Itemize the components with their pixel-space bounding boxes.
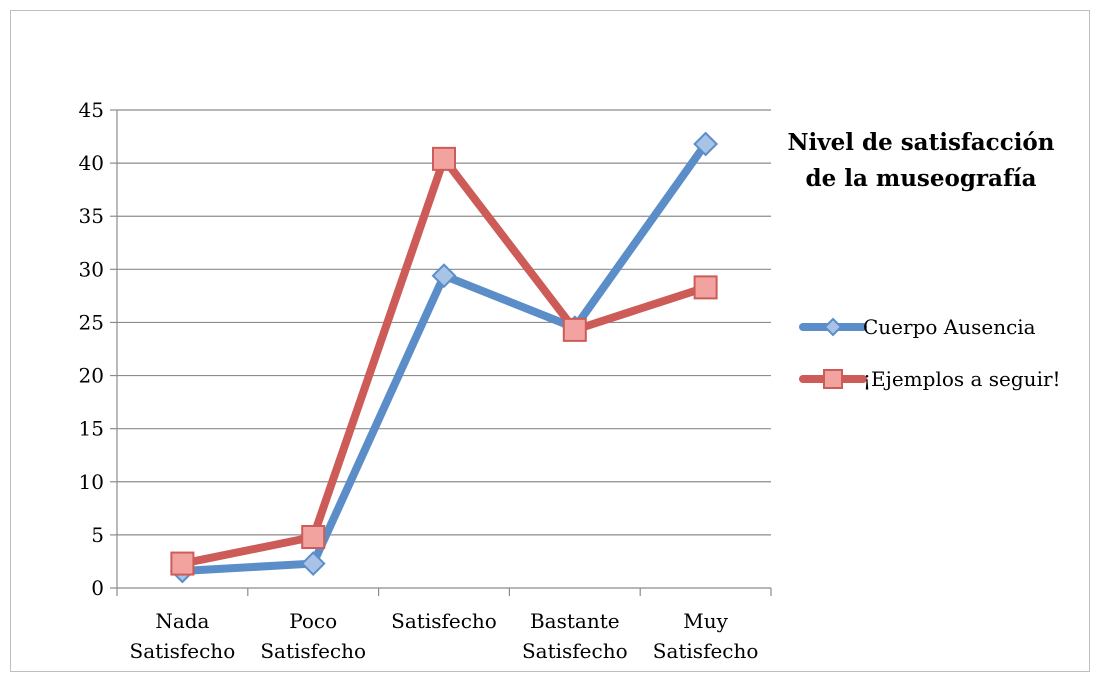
series-lines bbox=[169, 131, 719, 584]
grid-lines bbox=[117, 109, 771, 536]
x-category-label: Bastante Satisfecho bbox=[522, 609, 628, 663]
y-tick-label: 45 bbox=[79, 98, 104, 122]
data-point bbox=[431, 263, 457, 289]
y-tick-label: 30 bbox=[79, 257, 104, 281]
x-category-label: Muy Satisfecho bbox=[653, 609, 759, 663]
data-point bbox=[300, 551, 326, 576]
legend-marker bbox=[823, 317, 843, 337]
data-point bbox=[562, 317, 587, 342]
x-category-label: Poco Satisfecho bbox=[260, 609, 366, 663]
data-point bbox=[693, 275, 718, 300]
y-tick-labels: 0 5 10 15 20 25 30 35 40 45 bbox=[79, 98, 104, 600]
y-tick-label: 40 bbox=[79, 151, 104, 175]
legend-item: Cuerpo Ausencia bbox=[799, 315, 1036, 339]
x-category-label: Nada Satisfecho bbox=[130, 609, 236, 663]
y-tick-label: 15 bbox=[79, 417, 104, 441]
legend-marker bbox=[823, 369, 843, 389]
x-category-label: Satisfecho bbox=[391, 609, 497, 633]
legend-label: ¡Ejemplos a seguir! bbox=[863, 367, 1061, 391]
series-line bbox=[178, 154, 710, 568]
legend: Cuerpo Ausencia ¡Ejemplos a seguir! bbox=[799, 315, 1061, 391]
legend-item: ¡Ejemplos a seguir! bbox=[799, 367, 1061, 391]
chart-title-text: Nivel de satisfacción de la museografía bbox=[788, 129, 1055, 192]
y-tick-label: 5 bbox=[91, 523, 104, 547]
x-category-labels: Nada Satisfecho Poco Satisfecho Satisfecho Ba… bbox=[130, 609, 759, 663]
axes bbox=[110, 109, 772, 596]
y-tick-label: 0 bbox=[91, 576, 104, 600]
data-point bbox=[693, 131, 719, 157]
series-2 bbox=[170, 146, 718, 576]
series-line bbox=[178, 139, 710, 576]
chart-title: Nivel de satisfacción de la museografía bbox=[788, 129, 1055, 192]
data-point bbox=[301, 525, 326, 550]
data-point bbox=[432, 146, 456, 171]
legend-label: Cuerpo Ausencia bbox=[863, 315, 1036, 339]
y-tick-label: 20 bbox=[79, 364, 104, 388]
y-tick-label: 25 bbox=[79, 310, 104, 334]
y-tick-label: 10 bbox=[79, 470, 104, 494]
data-point bbox=[170, 551, 195, 576]
y-tick-label: 35 bbox=[79, 204, 104, 228]
series-1 bbox=[169, 131, 719, 584]
